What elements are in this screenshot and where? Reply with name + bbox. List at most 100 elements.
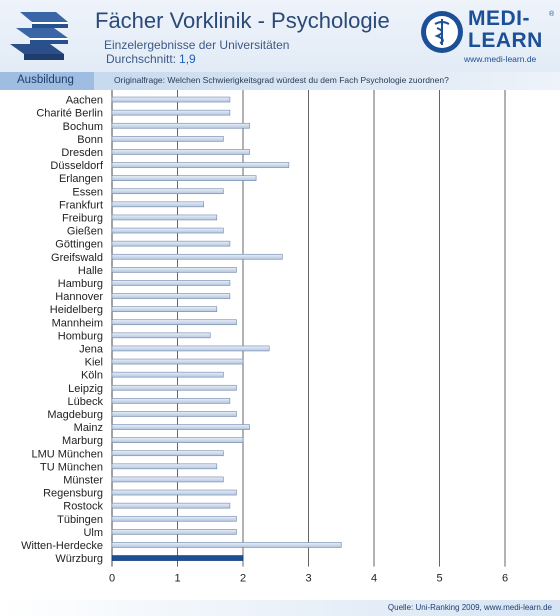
average-value: 1,9 [179,52,196,66]
category-label: Gießen [67,226,103,238]
category-label: Homburg [58,330,103,342]
bar [111,555,244,561]
bar [111,345,270,352]
books-icon [10,12,68,60]
x-tick-label: 2 [240,573,246,585]
category-label: Frankfurt [59,199,103,211]
bar [111,319,237,326]
bar [111,293,231,299]
bar [111,227,224,234]
category-label: Mannheim [52,317,103,329]
category-label: Freiburg [62,212,103,224]
bar [111,96,231,103]
category-label: Düsseldorf [50,160,104,172]
bar [111,109,231,116]
bar [111,542,342,548]
category-label: Göttingen [55,239,103,251]
category-label: Rostock [63,501,103,513]
x-tick-label: 6 [502,573,508,585]
category-label: Lübeck [68,396,104,408]
bar [111,515,237,522]
category-label: Charité Berlin [36,108,103,120]
bar [111,162,290,168]
bar [111,122,250,129]
caduceus-logo-icon [421,11,463,53]
bar [111,424,250,430]
bar [111,136,224,142]
category-label: Jena [79,343,104,355]
bar [111,411,237,417]
bar [111,489,237,496]
category-label: Dresden [61,147,103,159]
bar [111,398,231,404]
category-label: Witten-Herdecke [21,540,103,552]
bar [111,384,237,391]
bar [111,502,231,509]
x-tick-label: 5 [436,573,442,585]
logo-url: www.medi-learn.de [464,54,537,64]
bar [111,358,244,365]
bar [111,463,218,470]
bar [111,253,283,260]
grid-lines [111,90,506,567]
logo-text-learn: LEARN [468,29,543,52]
category-label: Köln [81,370,103,382]
bar [111,149,250,155]
x-axis-ticks: 0 1 2 3 4 5 6 [109,573,508,585]
bar [111,529,237,535]
bar [111,188,224,195]
category-label: Heidelberg [50,304,103,316]
x-tick-label: 1 [174,573,180,585]
category-label: Ulm [83,527,103,539]
category-label: Bochum [63,121,103,133]
section-label: Ausbildung [17,74,74,86]
category-label: Greifswald [51,252,103,264]
category-label: Halle [78,265,103,277]
page-title: Fächer Vorklinik - Psychologie [95,8,390,33]
x-tick-label: 3 [305,573,311,585]
section-ribbon: Ausbildung Originalfrage: Welchen Schwie… [0,72,560,90]
medi-learn-logo: MEDI- LEARN ® www.medi-learn.de [420,6,556,68]
category-label: Marburg [62,435,103,447]
header-banner: Fächer Vorklinik - Psychologie Einzelerg… [0,0,560,72]
bar [111,437,244,443]
section-tab: Ausbildung [0,72,94,90]
bar [111,240,231,247]
category-label: Hamburg [58,278,103,290]
category-label: Bonn [77,134,103,146]
bar [111,306,218,312]
bar [111,332,211,339]
bar [111,371,224,378]
category-label: Erlangen [59,173,103,185]
x-tick-label: 0 [109,573,115,585]
source-note: Quelle: Uni-Ranking 2009, www.medi-learn… [387,603,552,612]
average-label: Durchschnitt: [106,52,177,66]
bar [111,450,224,457]
category-label: Leipzig [68,383,103,395]
bar [111,476,224,483]
category-label: Münster [63,474,103,486]
bar [111,214,218,221]
logo-registered: ® [549,11,555,18]
x-tick-label: 4 [371,573,377,585]
category-label: Essen [72,186,103,198]
bar [111,267,237,273]
bar [111,201,204,208]
category-label: Aachen [66,95,103,107]
category-label: LMU München [31,448,103,460]
category-label: Regensburg [43,488,103,500]
bar [111,175,257,181]
category-label: Tübingen [57,514,103,526]
category-label: TU München [40,461,103,473]
original-question: Originalfrage: Welchen Schwierigkeitsgra… [114,75,449,85]
category-label: Würzburg [55,553,103,565]
category-label: Magdeburg [47,409,103,421]
logo-text-medi: MEDI- [468,7,530,30]
bar [111,280,231,286]
footer-bar: Quelle: Uni-Ranking 2009, www.medi-learn… [0,600,560,616]
category-label: Mainz [74,422,103,434]
page-subtitle: Einzelergebnisse der Universitäten Durch… [104,38,289,66]
subtitle-text: Einzelergebnisse der Universitäten [104,38,290,52]
